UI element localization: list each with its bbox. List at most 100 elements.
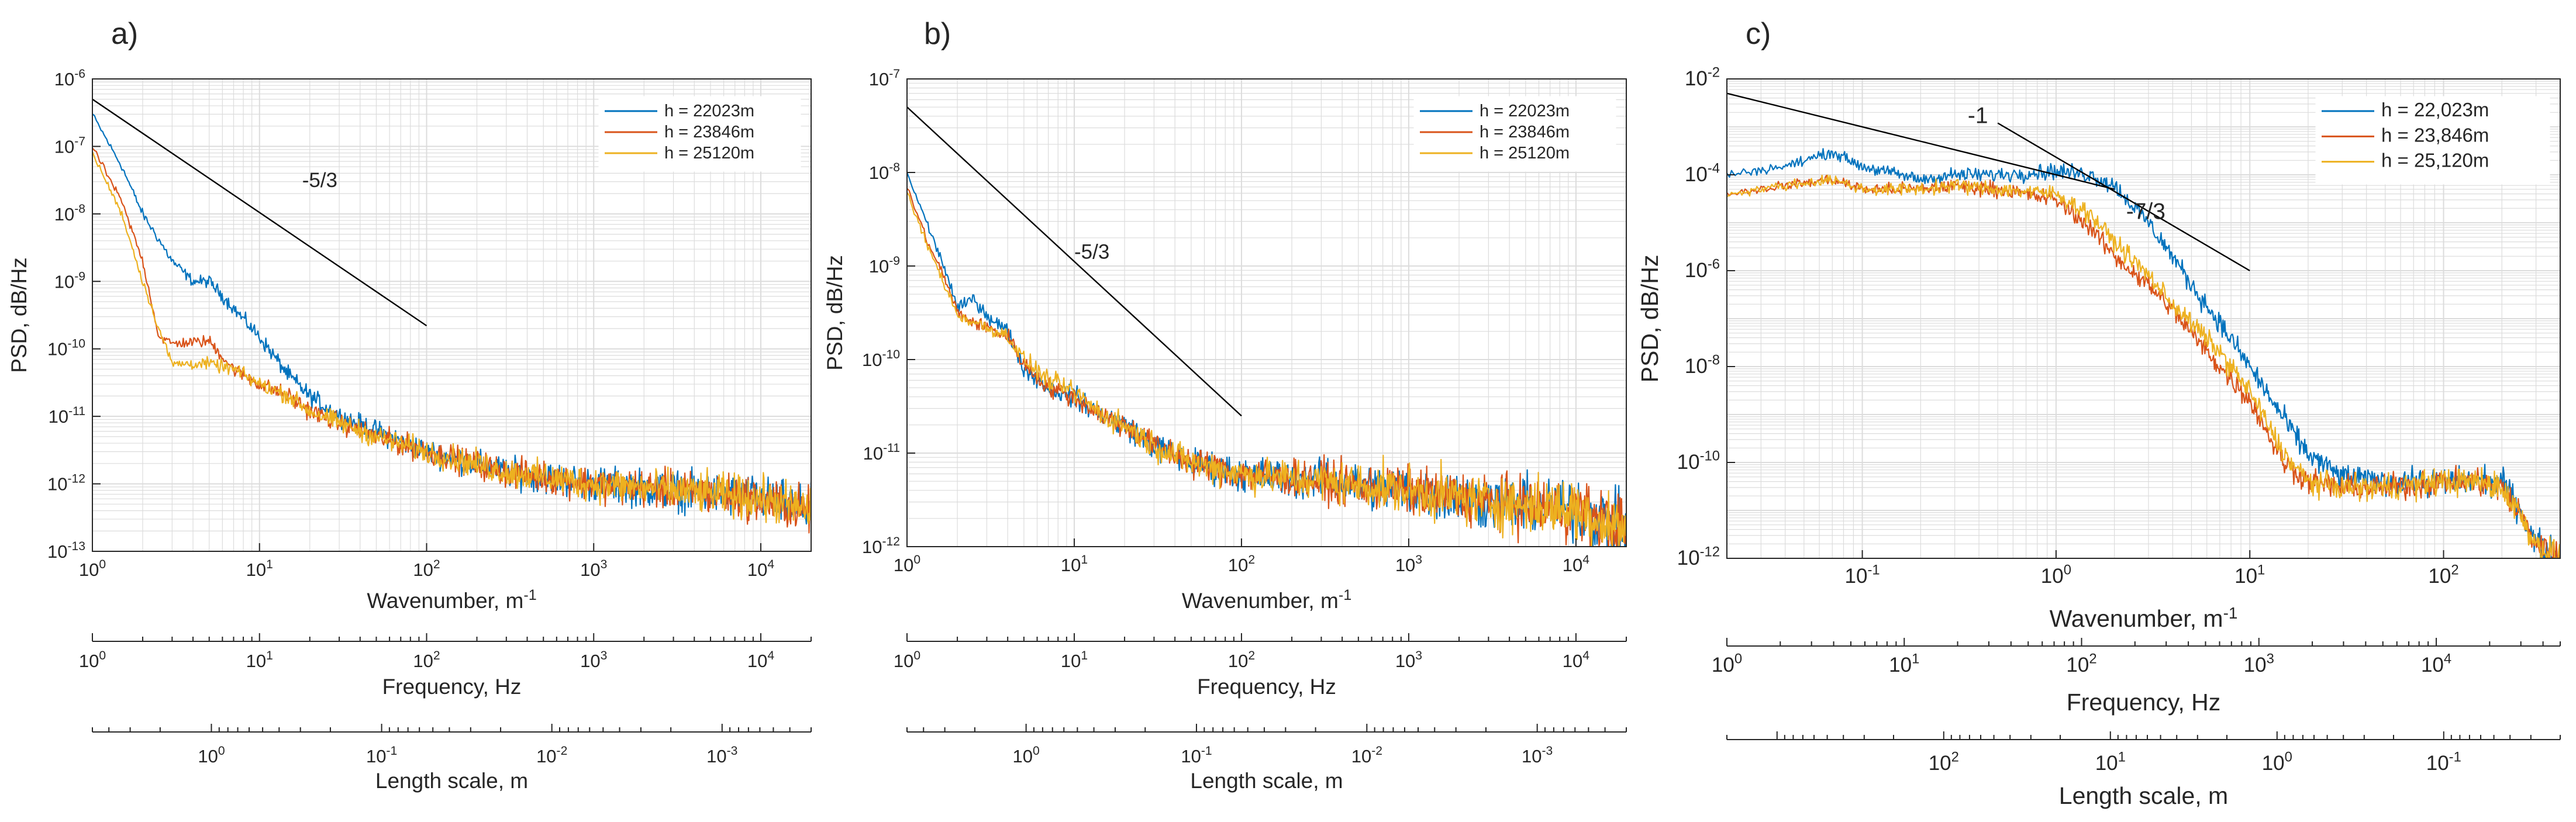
slope-reference-line bbox=[1726, 92, 2115, 190]
y-tick-label: 10-12 bbox=[862, 535, 900, 557]
y-tick-label: 10-2 bbox=[1685, 64, 1720, 90]
series-group bbox=[92, 113, 811, 534]
slope-label: -5/3 bbox=[302, 169, 337, 192]
frequency-tick-label: 101 bbox=[1061, 649, 1088, 671]
legend-entry: h = 23846m bbox=[664, 123, 754, 141]
legend-entry: h = 22023m bbox=[1480, 102, 1570, 120]
frequency-tick-label: 102 bbox=[2066, 651, 2096, 676]
x-tick-label: 100 bbox=[894, 553, 920, 575]
y-axis-label: PSD, dB/Hz bbox=[7, 257, 31, 372]
length-tick-label: 10-1 bbox=[2426, 749, 2461, 775]
x-tick-label: 101 bbox=[2234, 562, 2265, 588]
frequency-tick-label: 101 bbox=[246, 649, 273, 671]
x-tick-label: 104 bbox=[1563, 553, 1589, 575]
legend: h = 22023m h = 23846m h = 25120m bbox=[1413, 96, 1616, 172]
y-tick-label: 10-7 bbox=[54, 134, 85, 157]
frequency-axis-label: Frequency, Hz bbox=[1197, 675, 1336, 699]
y-tick-label: 10-7 bbox=[869, 67, 900, 89]
secondary-axes: 100 101 102 103 104 Frequency, Hz 100 10-1 10-2 1… bbox=[79, 633, 812, 793]
slope-reference-line bbox=[906, 106, 1242, 417]
legend-entry: h = 22,023m bbox=[2381, 99, 2489, 120]
chart-panel-2: b) -5/3 100 101 102 103 104 10-12 10-11 10-10 10-9… bbox=[823, 17, 1627, 793]
x-tick-label: 104 bbox=[747, 558, 774, 580]
y-tick-label: 10-11 bbox=[863, 441, 900, 464]
plot-frame bbox=[92, 78, 812, 552]
length-tick-label: 10-2 bbox=[1351, 744, 1382, 766]
series-line-3 bbox=[1727, 174, 2560, 558]
panel-label: a) bbox=[111, 17, 138, 51]
y-tick-label: 10-13 bbox=[47, 540, 85, 562]
plot-frame bbox=[906, 78, 1627, 547]
frequency-tick-label: 102 bbox=[1228, 649, 1255, 671]
legend-entry: h = 25120m bbox=[664, 144, 754, 163]
frequency-tick-label: 104 bbox=[747, 649, 774, 671]
legend: h = 22,023m h = 23,846m h = 25,120m bbox=[2315, 96, 2550, 185]
y-axis-label: PSD, dB/Hz bbox=[1636, 255, 1663, 383]
series-group bbox=[1727, 148, 2560, 558]
legend-box bbox=[598, 96, 801, 172]
length-tick-label: 100 bbox=[2262, 749, 2292, 775]
length-tick-label: 10-3 bbox=[706, 744, 737, 766]
frequency-tick-label: 104 bbox=[2421, 651, 2451, 676]
length-tick-label: 101 bbox=[2095, 749, 2126, 775]
x-tick-label: 101 bbox=[1061, 553, 1088, 575]
slope-reference-line bbox=[1997, 122, 2250, 272]
legend: h = 22023m h = 23846m h = 25120m bbox=[598, 96, 801, 172]
frequency-tick-label: 100 bbox=[1712, 651, 1742, 676]
chart-panel-1: a) -5/3 100 101 102 103 104 10-13 10-12 10-11 10-1… bbox=[7, 17, 812, 793]
legend-entry: h = 22023m bbox=[664, 102, 754, 120]
frequency-tick-label: 103 bbox=[2244, 651, 2274, 676]
slope-reference-line bbox=[92, 98, 427, 327]
length-tick-label: 10-2 bbox=[536, 744, 567, 766]
x-tick-label: 102 bbox=[2428, 562, 2458, 588]
length-tick-label: 100 bbox=[198, 744, 225, 766]
length-axis-label: Length scale, m bbox=[2059, 782, 2228, 809]
y-tick-label: 10-12 bbox=[1677, 544, 1720, 569]
length-axis-label: Length scale, m bbox=[1190, 769, 1343, 793]
x-tick-label: 103 bbox=[580, 558, 607, 580]
x-tick-label: 103 bbox=[1395, 553, 1422, 575]
x-axis-label: Wavenumber, m-1 bbox=[367, 587, 536, 613]
frequency-tick-label: 102 bbox=[413, 649, 440, 671]
y-tick-label: 10-10 bbox=[862, 348, 900, 370]
y-tick-label: 10-4 bbox=[1685, 160, 1720, 186]
frequency-axis-label: Frequency, Hz bbox=[2067, 689, 2221, 716]
x-tick-label: 102 bbox=[1228, 553, 1255, 575]
y-tick-label: 10-6 bbox=[1685, 256, 1720, 282]
slope-label: -5/3 bbox=[1074, 240, 1109, 263]
frequency-tick-label: 104 bbox=[1563, 649, 1589, 671]
y-tick-label: 10-10 bbox=[47, 337, 85, 360]
y-axis-label: PSD, dB/Hz bbox=[823, 255, 847, 370]
length-tick-label: 10-1 bbox=[366, 744, 397, 766]
series-group bbox=[907, 172, 1626, 547]
legend-entry: h = 25,120m bbox=[2381, 150, 2489, 171]
series-line-3 bbox=[92, 151, 811, 524]
panel-label: b) bbox=[924, 17, 951, 51]
legend-entry: h = 23,846m bbox=[2381, 124, 2489, 146]
x-tick-label: 10-1 bbox=[1845, 562, 1880, 588]
legend-entry: h = 23846m bbox=[1480, 123, 1570, 141]
x-tick-label: 100 bbox=[2041, 562, 2071, 588]
x-tick-label: 101 bbox=[246, 558, 273, 580]
x-axis-label: Wavenumber, m-1 bbox=[1182, 587, 1351, 613]
x-tick-label: 100 bbox=[79, 558, 106, 580]
y-tick-label: 10-6 bbox=[54, 67, 85, 89]
legend-entry: h = 25120m bbox=[1480, 144, 1570, 163]
length-tick-label: 10-3 bbox=[1522, 744, 1553, 766]
legend-box bbox=[1413, 96, 1616, 172]
y-tick-label: 10-12 bbox=[47, 472, 85, 495]
y-tick-label: 10-8 bbox=[54, 202, 85, 225]
frequency-tick-label: 100 bbox=[894, 649, 920, 671]
x-axis-label: Wavenumber, m-1 bbox=[2050, 604, 2238, 632]
y-tick-label: 10-9 bbox=[869, 254, 900, 277]
secondary-axes: 100 101 102 103 104 Frequency, Hz 102 101 100 10-… bbox=[1712, 638, 2561, 809]
y-tick-label: 10-8 bbox=[869, 161, 900, 183]
secondary-axes: 100 101 102 103 104 Frequency, Hz 100 10-1 10-2 1… bbox=[894, 633, 1627, 793]
length-tick-label: 10-1 bbox=[1181, 744, 1212, 766]
plot-frame bbox=[1726, 78, 2561, 559]
series-line-3 bbox=[907, 192, 1626, 547]
chart-panel-3: c) -1 -7/3 10-1 100 101 102 10-12 10-10 10-8 10-6 1… bbox=[1636, 17, 2561, 809]
slope-label: -7/3 bbox=[2126, 199, 2165, 225]
frequency-tick-label: 100 bbox=[79, 649, 106, 671]
